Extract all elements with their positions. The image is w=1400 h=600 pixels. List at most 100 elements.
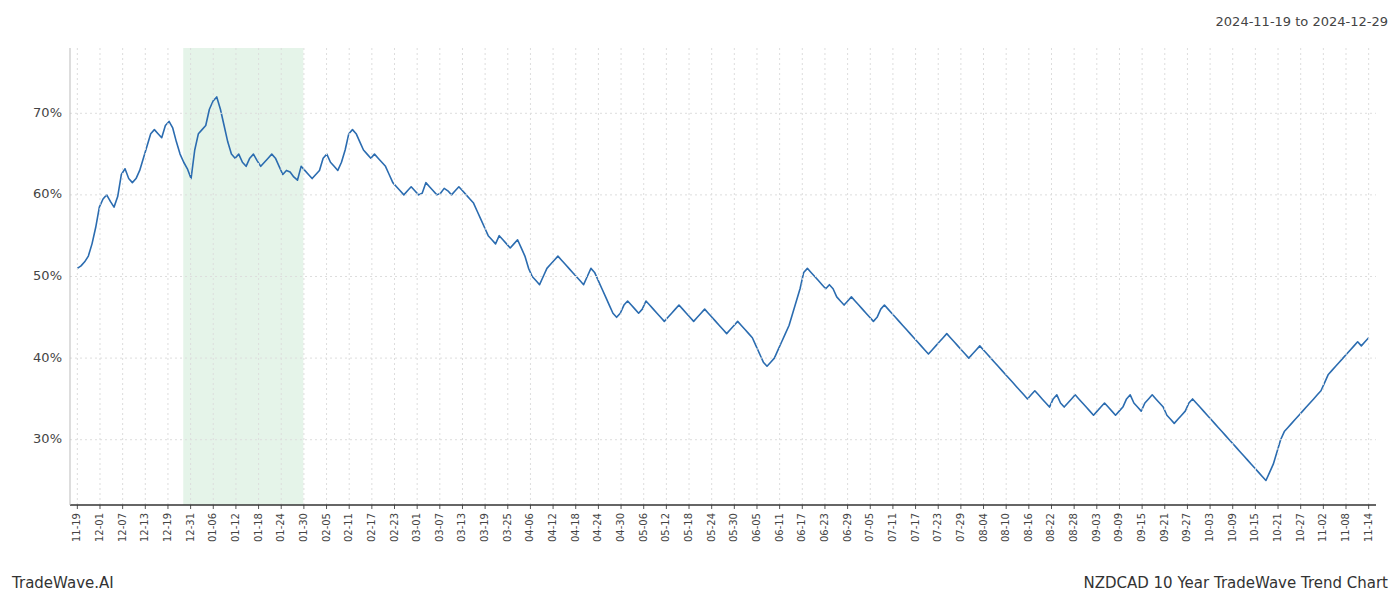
x-grid-line: [235, 48, 236, 505]
title: NZDCAD 10 Year TradeWave Trend Chart: [1083, 574, 1388, 592]
x-tick-label: 12-31: [185, 513, 196, 542]
x-grid-line: [1323, 48, 1324, 505]
x-grid-line: [734, 48, 735, 505]
x-tick-label: 01-06: [207, 513, 218, 542]
x-grid-line: [122, 48, 123, 505]
x-axis-line: [70, 504, 1376, 506]
x-tick-label: 09-21: [1159, 513, 1170, 542]
y-tick-label: 50%: [33, 268, 62, 283]
y-tick-label: 70%: [33, 105, 62, 120]
x-tick-label: 02-05: [321, 513, 332, 542]
x-grid-line: [870, 48, 871, 505]
x-grid-line: [77, 48, 78, 505]
x-tick-label: 05-24: [706, 513, 717, 542]
x-tick-label: 08-10: [1000, 513, 1011, 542]
x-tick-label: 06-05: [751, 513, 762, 542]
x-grid-line: [281, 48, 282, 505]
x-grid-line: [553, 48, 554, 505]
x-grid-line: [1255, 48, 1256, 505]
x-grid-line: [1096, 48, 1097, 505]
x-grid-line: [711, 48, 712, 505]
x-tick-label: 11-08: [1340, 513, 1351, 542]
x-tick-label: 09-15: [1136, 513, 1147, 542]
x-grid-line: [530, 48, 531, 505]
x-grid-line: [507, 48, 508, 505]
x-grid-line: [1346, 48, 1347, 505]
x-tick-label: 12-01: [94, 513, 105, 542]
y-tick-label: 60%: [33, 186, 62, 201]
x-tick-label: 05-12: [660, 513, 671, 542]
x-grid-line: [1164, 48, 1165, 505]
x-tick-label: 09-27: [1181, 513, 1192, 542]
y-grid-line: [70, 113, 1376, 114]
x-grid-line: [802, 48, 803, 505]
x-tick-label: 06-29: [842, 513, 853, 542]
x-grid-line: [1300, 48, 1301, 505]
x-tick-label: 07-11: [887, 513, 898, 542]
x-tick-label: 08-04: [978, 513, 989, 542]
y-axis-line: [70, 48, 71, 505]
x-tick-label: 03-01: [411, 513, 422, 542]
annotation: TradeWave.AI: [11, 574, 114, 592]
chart-svg: 30%40%50%60%70%11-1912-0112-0712-1312-19…: [0, 0, 1400, 600]
x-grid-line: [666, 48, 667, 505]
chart-container: 30%40%50%60%70%11-1912-0112-0712-1312-19…: [0, 0, 1400, 600]
x-tick-label: 02-17: [366, 513, 377, 542]
x-grid-line: [349, 48, 350, 505]
x-grid-line: [394, 48, 395, 505]
x-tick-label: 10-15: [1249, 513, 1260, 542]
x-grid-line: [824, 48, 825, 505]
x-tick-label: 05-18: [683, 513, 694, 542]
x-tick-label: 10-21: [1272, 513, 1283, 542]
x-tick-label: 01-30: [298, 513, 309, 542]
x-grid-line: [99, 48, 100, 505]
x-tick-label: 01-12: [230, 513, 241, 542]
x-grid-line: [915, 48, 916, 505]
x-tick-label: 03-19: [479, 513, 490, 542]
x-tick-label: 12-13: [139, 513, 150, 542]
x-grid-line: [1006, 48, 1007, 505]
x-tick-label: 11-19: [71, 513, 82, 542]
x-grid-line: [190, 48, 191, 505]
x-grid-line: [1368, 48, 1369, 505]
x-grid-line: [417, 48, 418, 505]
y-grid-line: [70, 276, 1376, 277]
x-tick-label: 02-11: [343, 513, 354, 542]
x-grid-line: [145, 48, 146, 505]
x-grid-line: [1028, 48, 1029, 505]
x-tick-label: 09-03: [1091, 513, 1102, 542]
x-grid-line: [756, 48, 757, 505]
x-grid-line: [960, 48, 961, 505]
x-grid-line: [892, 48, 893, 505]
x-grid-line: [1142, 48, 1143, 505]
x-tick-label: 10-27: [1295, 513, 1306, 542]
x-tick-label: 01-24: [275, 513, 286, 542]
x-tick-label: 11-02: [1317, 513, 1328, 542]
x-tick-label: 06-11: [774, 513, 785, 542]
x-tick-label: 03-13: [456, 513, 467, 542]
x-tick-label: 10-03: [1204, 513, 1215, 542]
x-tick-label: 04-12: [547, 513, 558, 542]
x-tick-label: 08-28: [1068, 513, 1079, 542]
x-grid-line: [1051, 48, 1052, 505]
x-grid-line: [258, 48, 259, 505]
x-tick-label: 04-18: [570, 513, 581, 542]
axes: 30%40%50%60%70%11-1912-0112-0712-1312-19…: [33, 48, 1376, 542]
x-tick-label: 04-30: [615, 513, 626, 542]
y-grid-line: [70, 194, 1376, 195]
x-tick-label: 03-07: [434, 513, 445, 542]
x-tick-label: 07-23: [932, 513, 943, 542]
x-grid-line: [621, 48, 622, 505]
x-grid-line: [485, 48, 486, 505]
x-tick-label: 12-07: [117, 513, 128, 542]
x-grid-line: [1232, 48, 1233, 505]
x-tick-label: 06-17: [796, 513, 807, 542]
x-grid-line: [371, 48, 372, 505]
x-grid-line: [213, 48, 214, 505]
x-grid-line: [1187, 48, 1188, 505]
x-tick-label: 08-16: [1023, 513, 1034, 542]
x-tick-label: 11-14: [1363, 513, 1374, 542]
subtitle: 2024-11-19 to 2024-12-29: [1216, 14, 1388, 29]
grid: [70, 48, 1376, 505]
x-grid-line: [689, 48, 690, 505]
